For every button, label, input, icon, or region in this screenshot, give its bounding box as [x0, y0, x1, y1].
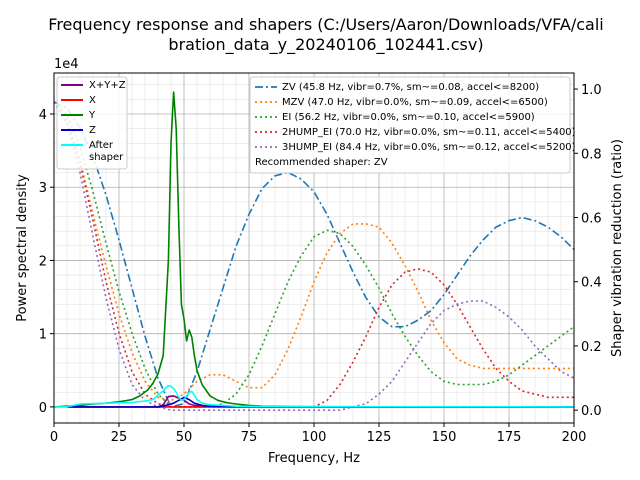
- legend-label: EI (56.2 Hz, vibr=0.0%, sm~=0.10, accel<…: [282, 112, 535, 123]
- chart-title-line-1: Frequency response and shapers (C:/Users…: [48, 15, 603, 34]
- legend-left: X+Y+Z XYZ After shaper: [56, 76, 128, 170]
- y-axis-label: Power spectral density: [15, 174, 30, 322]
- legend-label: ZV (45.8 Hz, vibr=0.7%, sm~=0.08, accel<…: [282, 82, 539, 93]
- y-offset-text: 1e4: [54, 57, 79, 72]
- x-tick-label: 200: [562, 430, 587, 445]
- x-tick-label: 175: [497, 430, 522, 445]
- legend-label: X: [89, 95, 96, 106]
- x-tick-label: 50: [176, 430, 193, 445]
- y-tick-label: 0: [39, 401, 47, 416]
- x-tick-label: 75: [241, 430, 258, 445]
- y2-tick-label: 0.4: [581, 276, 602, 291]
- shaper-series-line: [53, 101, 574, 402]
- x-axis-label: Frequency, Hz: [268, 451, 360, 466]
- y-tick-label: 2: [39, 254, 47, 269]
- x-tick-label: 100: [302, 430, 327, 445]
- legend-label: 3HUMP_EI (84.4 Hz, vibr=0.0%, sm~=0.12, …: [282, 142, 576, 153]
- x-tick-label: 0: [50, 430, 58, 445]
- y2-axis-label: Shaper vibration reduction (ratio): [610, 139, 625, 357]
- y-tick-label: 3: [39, 181, 47, 196]
- x-tick-label: 150: [432, 430, 457, 445]
- x-tick-label: 125: [367, 430, 392, 445]
- shaper-series-line: [53, 101, 575, 408]
- series-layer: [53, 91, 575, 411]
- shaper-series-line: [53, 101, 575, 411]
- y-tick-label: 4: [39, 108, 47, 123]
- shaper-series-line: [53, 101, 575, 408]
- y-tick-label: 1: [39, 328, 47, 343]
- legend-label: MZV (47.0 Hz, vibr=0.0%, sm~=0.09, accel…: [282, 97, 548, 108]
- recommended-shaper-label: Recommended shaper: ZV: [255, 157, 388, 168]
- chart-title-line-2: bration_data_y_20240106_102441.csv): [168, 35, 483, 55]
- psd-series-line: [53, 91, 575, 408]
- legend-label: Z: [89, 125, 96, 136]
- y2-tick-label: 0.6: [581, 211, 602, 226]
- y2-tick-label: 1.0: [581, 83, 602, 98]
- y2-tick-label: 0.8: [581, 147, 602, 162]
- legend-label: Y: [88, 110, 96, 121]
- legend-label: 2HUMP_EI (70.0 Hz, vibr=0.0%, sm~=0.11, …: [282, 127, 576, 138]
- legend-right: ZV (45.8 Hz, vibr=0.7%, sm~=0.08, accel<…: [249, 76, 576, 174]
- legend-label: After shaper: [89, 140, 124, 163]
- legend-right-frame: [249, 76, 571, 174]
- x-tick-label: 25: [111, 430, 128, 445]
- psd-series-line: [67, 396, 574, 408]
- legend-label: X+Y+Z: [89, 80, 126, 91]
- y2-tick-label: 0.0: [581, 404, 602, 419]
- ticks: 0 25 50 75 100 125 150 175 200 0 1 2 3 4 0.0 0.2 0.4 0.6 0…: [39, 83, 602, 445]
- psd-series-line: [54, 384, 575, 408]
- y2-tick-label: 0.2: [581, 340, 602, 355]
